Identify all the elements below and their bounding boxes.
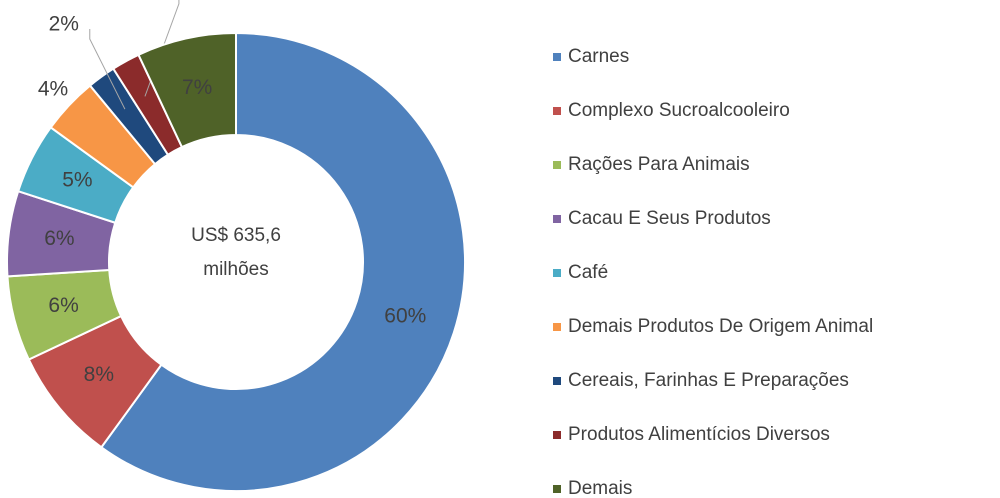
donut-segment	[137, 31, 237, 149]
legend-swatch	[553, 107, 561, 115]
legend-label: Demais Produtos De Origem Animal	[568, 316, 873, 337]
legend-swatch	[553, 161, 561, 169]
legend-label: Cereais, Farinhas E Preparações	[568, 370, 849, 391]
center-label: milhões	[203, 259, 268, 280]
legend-label: Rações Para Animais	[568, 154, 750, 175]
legend-label: Café	[568, 262, 608, 283]
data-label: 2%	[49, 13, 79, 36]
legend-swatch	[553, 53, 561, 61]
data-label: 5%	[62, 169, 92, 192]
data-label: 6%	[48, 294, 78, 317]
legend-label: Complexo Sucroalcooleiro	[568, 100, 790, 121]
legend-label: Produtos Alimentícios Diversos	[568, 424, 830, 445]
legend-swatch	[553, 485, 561, 493]
data-label: 7%	[182, 76, 212, 99]
legend-swatch	[553, 215, 561, 223]
legend-swatch	[553, 269, 561, 277]
data-label: 4%	[38, 78, 68, 101]
legend-swatch	[553, 431, 561, 439]
data-label: 8%	[84, 363, 114, 386]
data-label: 6%	[44, 227, 74, 250]
data-label: 60%	[384, 305, 426, 328]
leader-line	[89, 28, 126, 110]
legend-label: Cacau E Seus Produtos	[568, 208, 771, 229]
legend-label: Carnes	[568, 46, 629, 67]
center-label: US$ 635,6	[191, 225, 281, 246]
donut-segment	[99, 31, 466, 492]
legend-label: Demais	[568, 478, 632, 498]
legend-swatch	[553, 377, 561, 385]
legend-swatch	[553, 323, 561, 331]
